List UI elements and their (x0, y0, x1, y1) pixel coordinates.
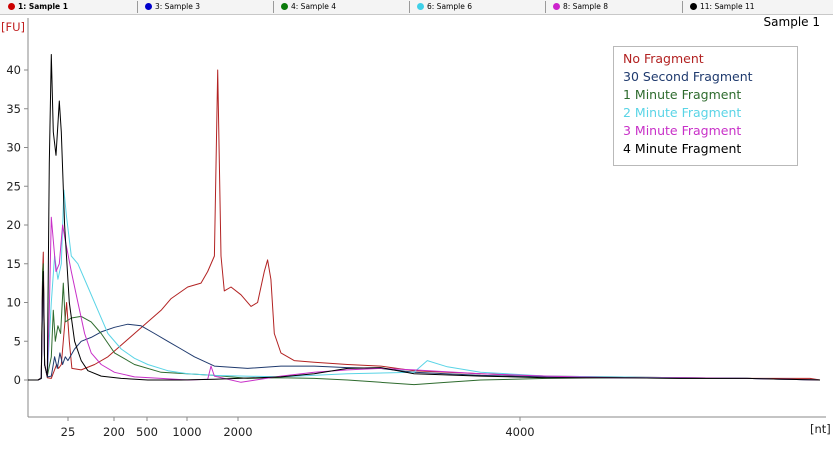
legend-item: 30 Second Fragment (623, 69, 753, 85)
x-tick-label: 1000 (172, 425, 201, 439)
legend-item: No Fragment (623, 51, 704, 66)
x-tick-label: 200 (103, 425, 125, 439)
sample-tab-4[interactable]: 6: Sample 6 (413, 0, 472, 14)
series-line-2 (28, 271, 821, 381)
sample-color-dot-icon (553, 3, 560, 10)
sample-tab-label: 6: Sample 6 (427, 2, 472, 11)
sample-color-dot-icon (417, 3, 424, 10)
series-line-5 (28, 216, 821, 383)
series-line-6 (28, 54, 821, 381)
legend-item: 3 Minute Fragment (623, 123, 742, 139)
sample-title: Sample 1 (763, 15, 820, 29)
y-tick-label: 0 (14, 373, 21, 387)
sample-tab-label: 1: Sample 1 (18, 2, 68, 11)
y-tick-label: 5 (14, 334, 21, 348)
sample-tab-label: 11: Sample 11 (700, 2, 755, 11)
series-line-3 (28, 263, 821, 386)
legend-item: 4 Minute Fragment (623, 141, 742, 157)
sample-tab-bar: 1: Sample 1 3: Sample 3 4: Sample 4 6: Samp… (0, 0, 833, 15)
legend-item: 2 Minute Fragment (623, 105, 742, 121)
sample-tab-6[interactable]: 11: Sample 11 (686, 0, 755, 14)
tab-separator (409, 1, 410, 13)
sample-color-dot-icon (690, 3, 697, 10)
sample-tab-label: 8: Sample 8 (563, 2, 608, 11)
series-line-4 (28, 189, 821, 381)
legend: No Fragment 30 Second Fragment 1 Minute Fr… (613, 46, 798, 166)
tab-separator (682, 1, 683, 13)
sample-tab-2[interactable]: 3: Sample 3 (141, 0, 200, 14)
y-tick-label: 15 (6, 257, 21, 271)
legend-item: 1 Minute Fragment (623, 87, 742, 103)
sample-color-dot-icon (281, 3, 288, 10)
y-axis-label: [FU] (1, 20, 25, 34)
tab-separator (545, 1, 546, 13)
x-axis-label: [nt] (810, 422, 831, 436)
sample-tab-label: 3: Sample 3 (155, 2, 200, 11)
sample-tab-1[interactable]: 1: Sample 1 (4, 0, 68, 14)
x-tick-label: 4000 (505, 425, 534, 439)
tab-separator (137, 1, 138, 13)
y-tick-label: 30 (6, 141, 21, 155)
y-tick-label: 10 (6, 296, 21, 310)
y-tick-label: 35 (6, 102, 21, 116)
y-tick-label: 40 (6, 63, 21, 77)
tab-separator (273, 1, 274, 13)
sample-color-dot-icon (8, 3, 15, 10)
sample-tab-5[interactable]: 8: Sample 8 (549, 0, 608, 14)
electropherogram-chart: 0 5 10 15 20 25 30 35 40 [FU] [nt] 25 200 500 1000 2000… (1, 18, 831, 439)
x-tick-label: 500 (136, 425, 158, 439)
y-tick-label: 25 (6, 179, 21, 193)
x-tick-label: 2000 (223, 425, 252, 439)
sample-color-dot-icon (145, 3, 152, 10)
sample-tab-label: 4: Sample 4 (291, 2, 336, 11)
sample-tab-3[interactable]: 4: Sample 4 (277, 0, 336, 14)
y-tick-label: 20 (6, 218, 21, 232)
x-tick-label: 25 (61, 425, 76, 439)
